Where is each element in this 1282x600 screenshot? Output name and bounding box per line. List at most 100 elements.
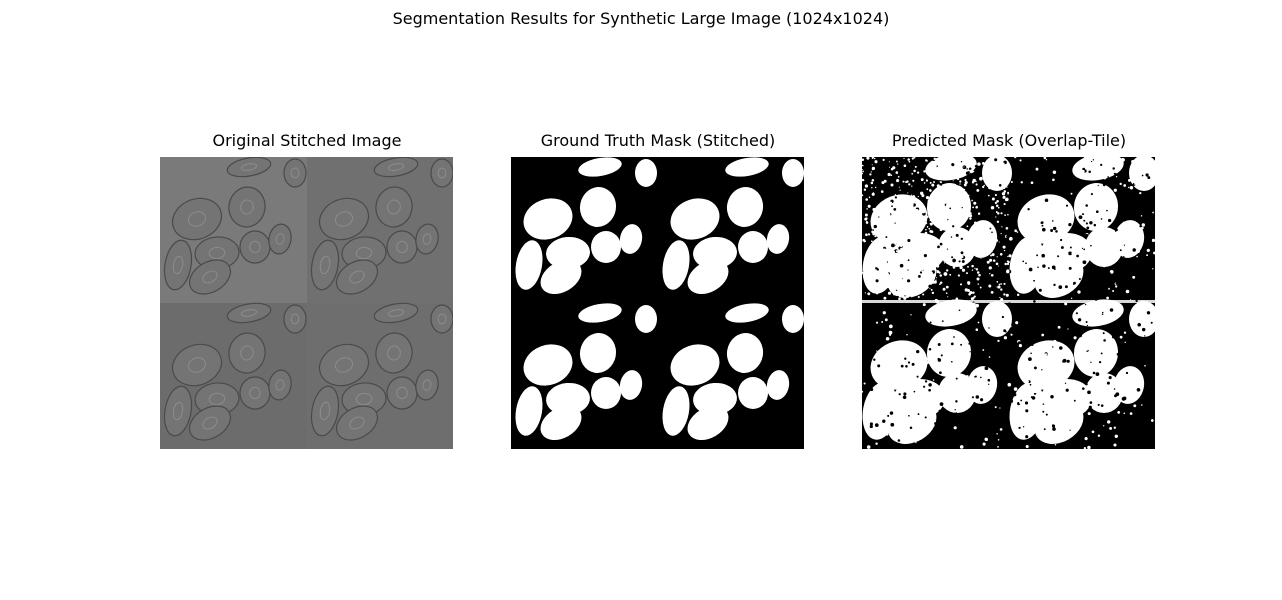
noise-dot [880, 159, 883, 162]
noise-dot [862, 271, 864, 274]
noise-dot [942, 279, 946, 283]
noise-dot [1025, 409, 1029, 413]
noise-dot [1052, 427, 1056, 431]
mask-blob [578, 157, 622, 177]
noise-dot [1140, 300, 1145, 305]
noise-dot [1003, 249, 1006, 252]
noise-dot [875, 267, 878, 270]
noise-dot [879, 240, 882, 243]
noise-dot [1073, 336, 1077, 340]
noise-dot [891, 251, 894, 254]
noise-dot [976, 277, 980, 281]
noise-dot [972, 180, 975, 183]
noise-dot [946, 241, 950, 244]
noise-dot [1044, 424, 1048, 428]
noise-dot [1123, 353, 1127, 358]
predicted-blob [1085, 373, 1123, 413]
noise-dot [1145, 375, 1149, 378]
noise-dot [1001, 192, 1006, 196]
noise-dot [1135, 316, 1138, 319]
noise-dot [1007, 213, 1009, 216]
noise-dot [982, 167, 985, 171]
noise-dot [986, 187, 989, 189]
noise-dot [865, 221, 869, 225]
noise-dot [1013, 342, 1016, 345]
noise-dot [1069, 246, 1072, 249]
cell-nucleus [334, 211, 354, 227]
noise-dot [899, 189, 901, 191]
noise-dot [1053, 339, 1057, 344]
noise-dot [1107, 420, 1111, 424]
cell-outline [373, 302, 419, 324]
noise-dot [871, 157, 874, 159]
noise-dot [877, 173, 881, 177]
noise-dot [875, 321, 879, 324]
noise-dot [1005, 293, 1009, 297]
noise-dot [1142, 311, 1145, 314]
noise-dot [1056, 429, 1060, 434]
noise-dot [1080, 391, 1085, 395]
noise-dot [1070, 365, 1074, 370]
cell-outline [239, 376, 271, 410]
noise-dot [1127, 186, 1130, 189]
noise-dot [1102, 425, 1105, 427]
noise-dot [959, 180, 962, 183]
noise-dot [957, 199, 961, 203]
noise-dot [925, 179, 928, 182]
noise-dot [991, 361, 994, 364]
noise-dot [1082, 167, 1086, 171]
noise-dot [939, 242, 943, 246]
noise-dot [1052, 346, 1054, 348]
figure-title: Segmentation Results for Synthetic Large… [392, 9, 890, 28]
noise-dot [990, 342, 994, 347]
noise-dot [1086, 324, 1089, 327]
noise-dot [1150, 419, 1154, 422]
cell-nucleus [202, 270, 218, 284]
noise-dot [1014, 157, 1017, 159]
noise-dot [945, 397, 950, 401]
noise-dot [995, 239, 999, 242]
noise-dot [1095, 372, 1100, 376]
noise-dot [971, 233, 974, 237]
cell-nucleus [396, 240, 408, 254]
noise-dot [875, 276, 878, 279]
noise-dot [1007, 255, 1009, 258]
noise-dot [999, 296, 1001, 299]
noise-dot [996, 229, 1000, 233]
noise-dot [1120, 345, 1124, 349]
noise-dot [1082, 260, 1087, 265]
noise-dot [947, 286, 949, 288]
noise-dot [1058, 328, 1062, 331]
noise-dot [960, 343, 963, 346]
noise-dot [1150, 212, 1154, 216]
noise-dot [996, 409, 1000, 414]
noise-dot [1064, 382, 1067, 384]
cell-nucleus [208, 392, 226, 406]
noise-dot [882, 419, 886, 423]
cell-outline [188, 405, 232, 441]
noise-dot [996, 220, 1000, 223]
noise-dot [1029, 383, 1032, 386]
noise-dot [1139, 374, 1143, 378]
noise-dot [1077, 290, 1081, 294]
noise-dot [879, 230, 883, 233]
noise-dot [1138, 258, 1141, 261]
noise-dot [1000, 232, 1002, 235]
noise-dot [903, 392, 907, 396]
noise-dot [1030, 181, 1034, 185]
noise-dot [1140, 318, 1144, 322]
noise-dot [986, 260, 990, 264]
noise-dot [873, 157, 876, 160]
noise-dot [980, 376, 982, 379]
noise-dot [898, 186, 900, 188]
noise-dot [1008, 254, 1012, 258]
noise-dot [888, 330, 893, 335]
noise-dot [953, 240, 957, 243]
noise-dot [1089, 401, 1093, 404]
noise-dot [981, 286, 985, 290]
noise-dot [928, 212, 931, 215]
noise-dot [984, 245, 987, 248]
noise-dot [949, 273, 952, 276]
noise-dot [1107, 218, 1112, 223]
noise-dot [959, 283, 963, 286]
